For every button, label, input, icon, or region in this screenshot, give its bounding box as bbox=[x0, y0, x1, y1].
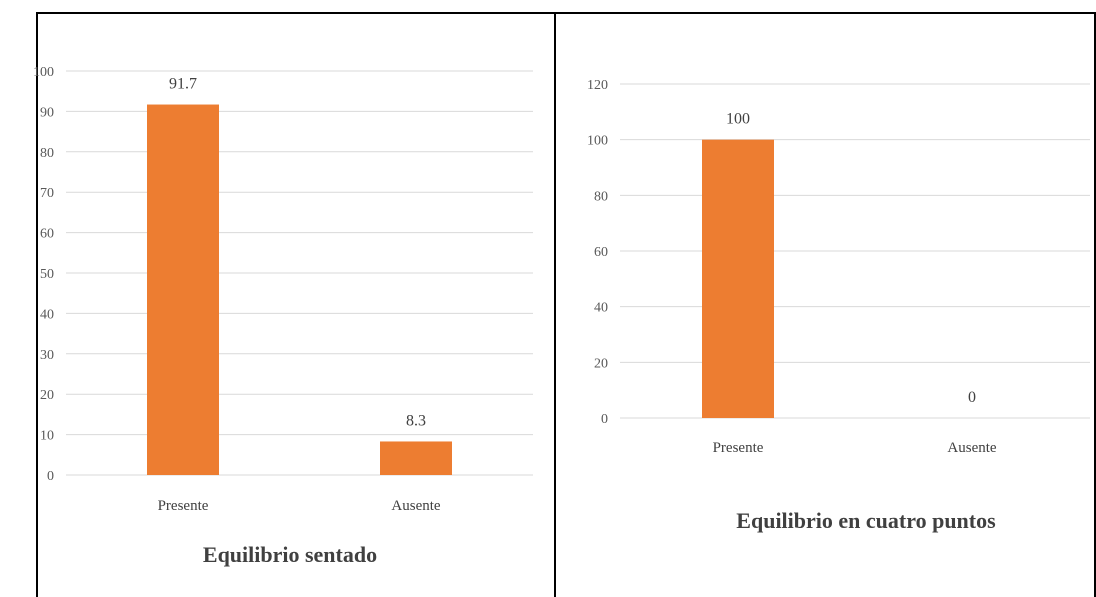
right-y-tick-label: 80 bbox=[594, 189, 608, 204]
right-y-tick-label: 0 bbox=[601, 412, 608, 427]
left-y-tick-label: 50 bbox=[40, 267, 54, 282]
left-y-tick-label: 40 bbox=[40, 307, 54, 322]
right-chart-frame bbox=[554, 12, 1096, 597]
left-category-label-ausente: Ausente bbox=[391, 498, 440, 514]
left-y-tick-label: 60 bbox=[40, 227, 54, 242]
right-y-tick-label: 120 bbox=[587, 78, 608, 93]
left-data-label-presente: 91.7 bbox=[169, 76, 197, 93]
right-chart-title: Equilibrio en cuatro puntos bbox=[736, 508, 996, 533]
right-y-tick-label: 40 bbox=[594, 301, 608, 316]
left-y-tick-label: 20 bbox=[40, 388, 54, 403]
left-y-tick-label: 30 bbox=[40, 348, 54, 363]
right-data-label-ausente: 0 bbox=[968, 389, 976, 406]
right-y-tick-label: 60 bbox=[594, 245, 608, 260]
right-y-tick-label: 20 bbox=[594, 356, 608, 371]
left-y-tick-label: 10 bbox=[40, 429, 54, 444]
left-y-tick-label: 100 bbox=[33, 65, 54, 80]
right-data-label-presente: 100 bbox=[726, 111, 750, 128]
left-y-tick-label: 80 bbox=[40, 146, 54, 161]
right-y-tick-label: 100 bbox=[587, 134, 608, 149]
right-category-label-presente: Presente bbox=[713, 440, 764, 456]
right-bar-presente bbox=[702, 139, 774, 418]
left-y-tick-label: 70 bbox=[40, 186, 54, 201]
left-bar-presente bbox=[147, 104, 219, 476]
left-y-tick-label: 90 bbox=[40, 105, 54, 120]
left-y-tick-label: 0 bbox=[47, 469, 54, 484]
left-chart-title: Equilibrio sentado bbox=[203, 542, 377, 567]
left-data-label-ausente: 8.3 bbox=[406, 412, 426, 429]
right-category-label-ausente: Ausente bbox=[947, 440, 996, 456]
left-category-label-presente: Presente bbox=[158, 498, 209, 514]
left-bar-ausente bbox=[380, 441, 452, 475]
